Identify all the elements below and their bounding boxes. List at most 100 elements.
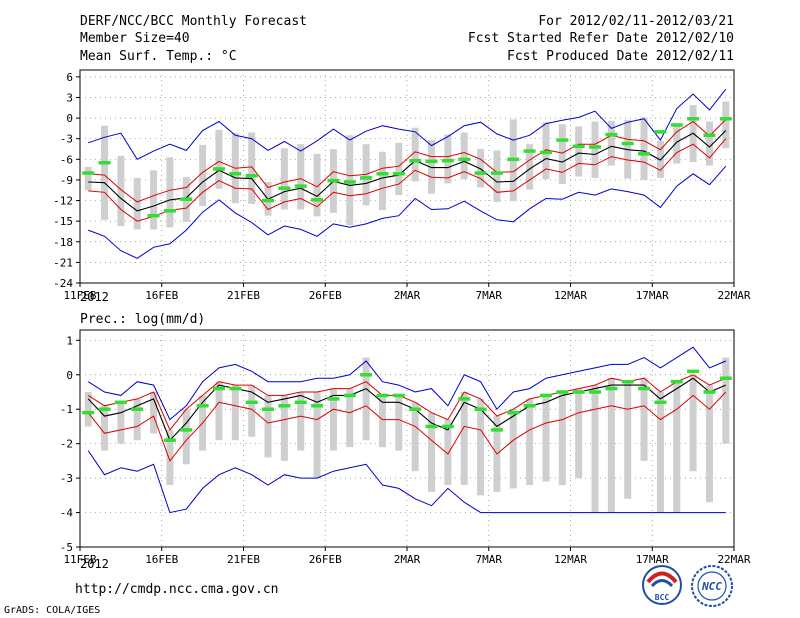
p1-range-bar (166, 157, 174, 228)
p2-range-bar (509, 409, 517, 489)
p1-x-tick-label: 22MAR (717, 289, 750, 302)
p1-y-tick-label: 6 (66, 71, 73, 84)
p2-x-tick-label: 2MAR (394, 553, 421, 566)
p2-range-bar (542, 395, 550, 482)
p2-range-bar (656, 392, 664, 513)
p1-range-bar (640, 117, 648, 180)
bcc-logo-text: BCC (655, 593, 670, 602)
p2-range-bar (84, 392, 92, 427)
p1-y-tick-label: -3 (60, 133, 73, 146)
p2-x-tick-label: 16FEB (145, 553, 178, 566)
figure-title: DERF/NCC/BCC Monthly Forecast (80, 14, 307, 29)
p2-y-tick-label: -3 (60, 472, 73, 485)
p2-y-tick-label: 0 (66, 369, 73, 382)
p1-range-bar (673, 126, 681, 164)
p2-range-bar (428, 412, 436, 492)
p1-y-tick-label: 0 (66, 112, 73, 125)
p1-range-bar (591, 121, 599, 178)
p2-range-bar (689, 374, 697, 472)
p1-range-bar (493, 150, 501, 202)
p2-ensemble-mean-line (87, 377, 727, 442)
p2-range-bar (101, 405, 109, 451)
p1-range-bar (460, 132, 468, 180)
p1-y-tick-label: -6 (60, 153, 73, 166)
bcc-logo: BCC (642, 565, 682, 605)
p2-range-bar (362, 357, 370, 441)
p2-range-bar (640, 378, 648, 461)
p1-range-bar (411, 127, 419, 182)
p1-range-bar (558, 124, 566, 185)
p1-x-tick-label: 21FEB (227, 289, 260, 302)
p2-range-bar (264, 395, 272, 458)
p2-range-bar (166, 429, 174, 485)
p2-x-tick-label: 12MAR (554, 553, 587, 566)
p1-range-bar (215, 129, 223, 189)
p2-x-tick-label: 21FEB (227, 553, 260, 566)
p1-range-bar (395, 142, 403, 196)
grads-credit: GrADS: COLA/IGES (4, 605, 100, 616)
p1-y-tick-label: -24 (53, 277, 73, 290)
source-url[interactable]: http://cmdp.ncc.cma.gov.cn (75, 582, 279, 597)
p1-range-bar (477, 149, 485, 188)
panel1-title: Mean Surf. Temp.: °C (80, 49, 237, 64)
p1-x-tick-label: 16FEB (145, 289, 178, 302)
p1-y-tick-label: -18 (53, 236, 73, 249)
panel2-year-label: 2012 (80, 557, 109, 571)
p2-range-bar (705, 385, 713, 503)
p2-range-bar (411, 402, 419, 472)
p1-range-bar (705, 121, 713, 166)
p1-range-bar (280, 148, 288, 210)
p2-range-bar (395, 395, 403, 451)
p1-range-bar (133, 177, 141, 230)
fcst-produced-date: Fcst Produced Date 2012/02/11 (507, 49, 734, 64)
p2-y-tick-label: -4 (60, 507, 74, 520)
p2-x-tick-label: 11FEB (63, 553, 96, 566)
p1-x-tick-label: 17MAR (636, 289, 669, 302)
p2-range-bar (526, 398, 534, 485)
panel1-year-label: 2012 (80, 290, 109, 304)
p2-range-bar (444, 419, 452, 485)
forecast-period: For 2012/02/11-2012/03/21 (538, 14, 734, 29)
p2-x-tick-label: 7MAR (476, 553, 503, 566)
p2-range-bar (117, 402, 125, 444)
p1-x-tick-label: 11FEB (63, 289, 96, 302)
p2-range-bar (378, 395, 386, 448)
p2-range-bar (248, 385, 256, 437)
p2-range-bar (182, 409, 190, 465)
p1-range-bar (199, 144, 207, 207)
p2-plot-frame (79, 329, 735, 548)
p2-range-bar (575, 388, 583, 479)
p2-y-tick-label: -2 (60, 438, 73, 451)
p1-plot-frame (79, 69, 735, 284)
p1-range-bar (526, 144, 534, 190)
p1-y-tick-label: 3 (66, 91, 73, 104)
p2-range-bar (150, 392, 158, 434)
p2-range-bar (673, 381, 681, 513)
p1-range-bar (607, 120, 615, 166)
ncc-logo-text: NCC (701, 580, 722, 593)
p2-range-bar (460, 392, 468, 485)
p2-min-envelope-line (87, 450, 726, 514)
p1-ensemble-mean-line (88, 130, 727, 212)
p1-y-tick-label: -21 (53, 256, 73, 269)
p2-range-bar (313, 392, 321, 479)
p2-range-bar (231, 385, 239, 441)
p1-range-bar (84, 166, 92, 191)
p2-x-tick-label: 22MAR (717, 553, 750, 566)
member-size: Member Size=40 (80, 31, 190, 46)
p2-y-tick-label: -5 (60, 541, 73, 554)
p2-y-tick-label: 1 (66, 334, 73, 347)
p1-x-tick-label: 2MAR (394, 289, 421, 302)
p2-range-bar (346, 388, 354, 448)
p2-range-bar (607, 378, 615, 513)
p1-upper-spread-line (88, 119, 727, 203)
p2-range-bar (297, 392, 305, 451)
p1-x-tick-label: 12MAR (554, 289, 587, 302)
p1-lower-spread-line (88, 138, 727, 222)
p1-y-tick-label: -15 (53, 215, 73, 228)
ncc-logo: NCC (691, 565, 733, 607)
p2-lower-spread-line (87, 391, 727, 462)
p1-range-bar (722, 101, 730, 149)
